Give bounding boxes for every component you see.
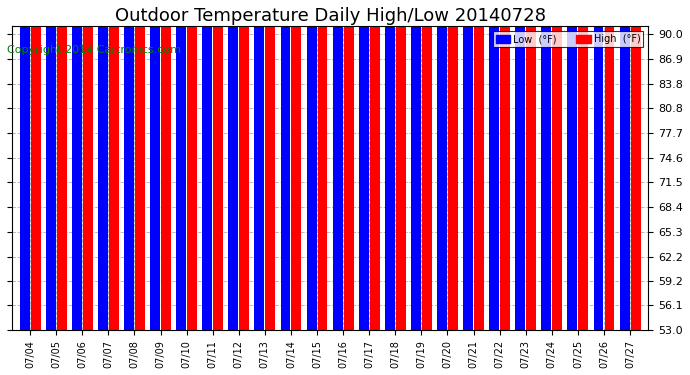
Bar <box>344 0 353 330</box>
Bar <box>213 0 223 330</box>
Bar <box>19 0 30 330</box>
Bar <box>98 0 108 330</box>
Bar <box>396 0 406 330</box>
Bar <box>437 0 447 330</box>
Bar <box>333 0 343 330</box>
Bar <box>291 0 302 330</box>
Title: Outdoor Temperature Daily High/Low 20140728: Outdoor Temperature Daily High/Low 20140… <box>115 7 546 25</box>
Legend: Low  (°F), High  (°F): Low (°F), High (°F) <box>493 32 644 47</box>
Bar <box>109 0 119 330</box>
Bar <box>552 0 562 330</box>
Bar <box>266 0 275 330</box>
Bar <box>57 0 67 330</box>
Bar <box>161 0 171 330</box>
Bar <box>604 0 614 330</box>
Bar <box>526 0 536 330</box>
Bar <box>187 0 197 330</box>
Bar <box>72 0 81 330</box>
Bar <box>46 0 56 330</box>
Bar <box>463 0 473 330</box>
Bar <box>83 0 92 330</box>
Bar <box>578 0 589 330</box>
Bar <box>317 0 328 330</box>
Bar <box>228 0 238 330</box>
Bar <box>370 0 380 330</box>
Bar <box>202 0 212 330</box>
Bar <box>422 0 432 330</box>
Bar <box>567 0 578 330</box>
Bar <box>593 0 604 330</box>
Bar <box>176 0 186 330</box>
Bar <box>359 0 368 330</box>
Bar <box>135 0 145 330</box>
Bar <box>489 0 499 330</box>
Bar <box>385 0 395 330</box>
Bar <box>411 0 421 330</box>
Bar <box>306 0 317 330</box>
Bar <box>620 0 629 330</box>
Bar <box>150 0 160 330</box>
Bar <box>542 0 551 330</box>
Bar <box>255 0 264 330</box>
Bar <box>631 0 640 330</box>
Bar <box>124 0 134 330</box>
Bar <box>515 0 525 330</box>
Bar <box>281 0 290 330</box>
Bar <box>239 0 249 330</box>
Bar <box>474 0 484 330</box>
Bar <box>500 0 510 330</box>
Bar <box>448 0 458 330</box>
Text: Copyright 2014 Cartronics.com: Copyright 2014 Cartronics.com <box>7 45 181 55</box>
Bar <box>30 0 41 330</box>
